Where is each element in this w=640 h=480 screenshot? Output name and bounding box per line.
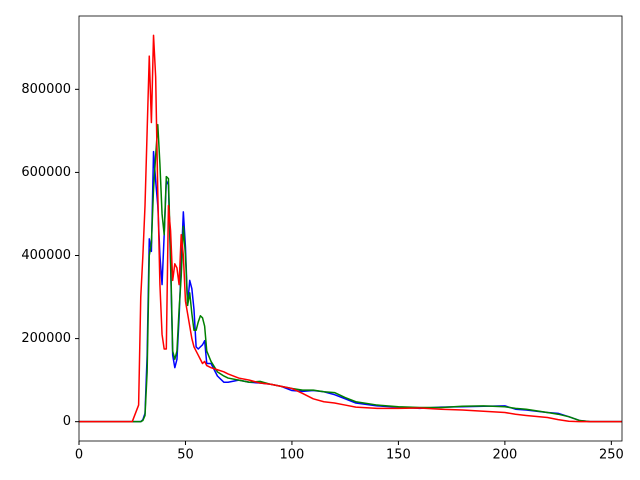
series-line — [79, 123, 622, 423]
x-tick-label: 200 — [492, 448, 517, 463]
x-tick-label: 150 — [386, 448, 411, 463]
series-line — [79, 34, 622, 423]
x-tick-label: 250 — [599, 448, 624, 463]
x-tick-label: 50 — [177, 448, 194, 463]
y-tick-label: 0 — [63, 414, 71, 429]
y-tick-label: 200000 — [21, 331, 71, 346]
y-tick-label: 400000 — [21, 248, 71, 263]
x-tick-label: 100 — [280, 448, 305, 463]
x-tick-label: 0 — [75, 448, 83, 463]
y-tick-label: 800000 — [21, 82, 71, 97]
y-tick-label: 600000 — [21, 165, 71, 180]
plot-frame — [78, 15, 623, 442]
